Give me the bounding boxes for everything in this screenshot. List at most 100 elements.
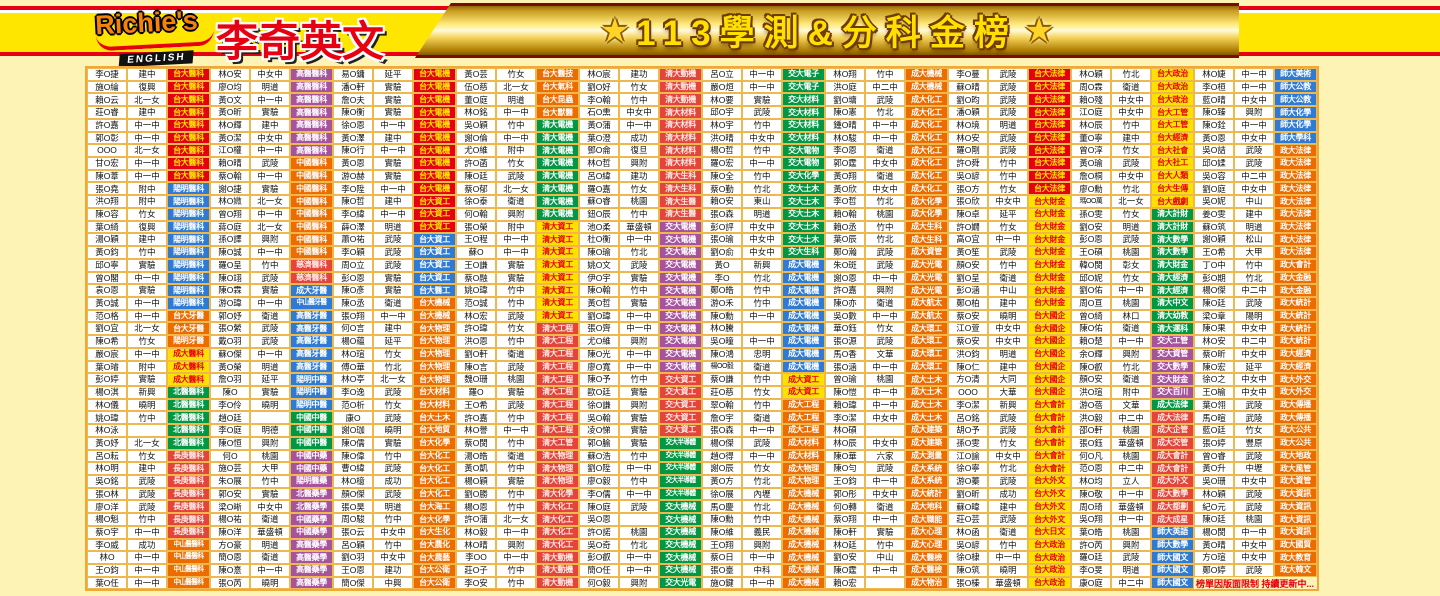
entry-school: 武陵 (127, 500, 167, 514)
entry-dept: 台大法律 (1028, 118, 1071, 132)
entry-dept: 清大資工 (536, 220, 579, 234)
entry-school: 竹中 (496, 436, 536, 450)
entry-dept: 交大電機 (659, 347, 702, 361)
entry-school: 中一中 (250, 93, 290, 107)
entry-school (619, 513, 659, 526)
entry-school: 桃園 (619, 195, 659, 208)
entry-school: 中一中 (496, 424, 536, 437)
entry-name: 顏O安 (1071, 373, 1111, 386)
entry-dept: 成大會計 (1151, 449, 1194, 463)
entry-name: 藍O晴 (1194, 93, 1234, 107)
entry-school: 竹中 (865, 68, 905, 81)
entry-name: 張O欣 (948, 195, 988, 208)
entry-dept: 台大昆蟲 (536, 93, 579, 107)
entry-dept: 政大資訊 (1274, 513, 1317, 526)
entry-name: 王O希 (456, 398, 496, 412)
entry-dept: 台大國企 (1028, 347, 1071, 361)
entry-dept: 陽明醫科 (167, 246, 210, 259)
entry-name: 游O蓓 (1071, 398, 1111, 412)
entry-dept: 台大資工 (413, 271, 456, 285)
entry-school: 實驗 (373, 271, 413, 285)
entry-dept: 台大電機 (413, 93, 456, 107)
entry-dept: 交大電機 (659, 335, 702, 348)
entry-school: 中一中 (1234, 68, 1274, 81)
entry-dept: 陽明醫科 (167, 233, 210, 247)
entry-name: 吳O奇 (579, 538, 619, 552)
entry-dept: 交大半導體 (659, 462, 702, 475)
entry-dept: 成大環工 (905, 335, 948, 348)
entry-name: 陳O卓 (948, 207, 988, 221)
entry-dept: 師大學科 (1274, 131, 1317, 145)
entry-name: 賴O安 (702, 195, 742, 208)
entry-school: 北一女 (250, 220, 290, 234)
entry-name: 徐O謙 (579, 398, 619, 412)
entry-dept: 政大法律 (1274, 169, 1317, 183)
entry-school: 中二中 (1111, 576, 1151, 590)
entry-school: 延平 (373, 68, 413, 81)
entry-dept: 台大牙醫 (167, 309, 210, 323)
entry-dept: 成大化學 (905, 207, 948, 221)
entry-name: 方O清 (948, 373, 988, 386)
entry-dept: 台大工管 (1151, 118, 1194, 132)
entry-school: 實驗 (865, 525, 905, 539)
entry-name: 黃O澤 (333, 131, 373, 145)
entry-school: 中一中 (373, 309, 413, 323)
entry-dept: 台大會計 (1028, 424, 1071, 437)
entry-name: 吳O妮 (1194, 195, 1234, 208)
entry-school: 附中 (127, 182, 167, 196)
entry-school: 中一中 (127, 564, 167, 577)
entry-school: 武陵 (373, 411, 413, 425)
entry-school: 中一中 (988, 233, 1028, 247)
entry-school: 衛道 (742, 360, 782, 374)
entry-dept: 成大電機 (782, 296, 825, 310)
entry-name: 劉O昀 (948, 93, 988, 107)
entry-dept: 清大幼教 (1151, 309, 1194, 323)
entry-name: 蘇O暐 (948, 500, 988, 514)
entry-name: 黃O鈞 (87, 246, 127, 259)
entry-name: 張O涵 (825, 360, 865, 374)
entry-school: 桃園 (1111, 449, 1151, 463)
entry-school: 北一女 (373, 373, 413, 386)
entry-name: 王O翔 (702, 538, 742, 552)
entry-school: 實驗 (373, 106, 413, 119)
entry-school: 中一中 (742, 576, 782, 590)
entry-school: 竹女 (127, 449, 167, 463)
entry-school: 中女中 (1234, 385, 1274, 399)
entry-name: 林O境 (948, 118, 988, 132)
entry-dept: 台大會計 (1028, 436, 1071, 450)
entry-school: 武陵 (988, 106, 1028, 119)
entry-name: 李O陞 (333, 182, 373, 196)
entry-dept: 台大農藝 (413, 551, 456, 565)
entry-school: 興附 (496, 538, 536, 552)
entry-school: 武陵 (865, 246, 905, 259)
entry-name: 陳O儒 (333, 436, 373, 450)
entry-dept: 師大化學 (1274, 118, 1317, 132)
entry-name: 林O碩 (825, 424, 865, 437)
entry-school: 曉明 (250, 576, 290, 590)
entry-school: 實驗 (127, 373, 167, 386)
entry-name: 杜O衡 (579, 233, 619, 247)
entry-dept: 台大資工 (413, 207, 456, 221)
entry-dept: 成大建築 (905, 436, 948, 450)
entry-school: 延平 (1234, 360, 1274, 374)
entry-name: 陳O偉 (333, 449, 373, 463)
entry-school: 武陵 (373, 233, 413, 247)
entry-school: 中女中 (250, 500, 290, 514)
entry-name: 陳O希 (87, 335, 127, 348)
entry-dept: 台大國企 (1028, 322, 1071, 336)
entry-dept: 清大工程 (536, 360, 579, 374)
update-notice: 榜單因版面限制 持續更新中... (1194, 576, 1317, 590)
entry-dept: 清大材料 (659, 131, 702, 145)
entry-dept: 政大法律 (1274, 144, 1317, 158)
entry-school: 中女中 (865, 411, 905, 425)
entry-name: 楊O穎 (456, 475, 496, 488)
entry-dept: 交大電機 (659, 284, 702, 297)
entry-school: 桃園 (865, 373, 905, 386)
entry-dept: 慈濟醫科 (290, 258, 333, 272)
entry-dept: 清大動機 (659, 68, 702, 81)
entry-dept: 台大政治 (1151, 80, 1194, 94)
entry-name: 石O熏 (579, 106, 619, 119)
entry-dept: 政大統計 (1274, 309, 1317, 323)
entry-dept: 台大機械 (413, 309, 456, 323)
entry-school: 實驗 (373, 284, 413, 297)
